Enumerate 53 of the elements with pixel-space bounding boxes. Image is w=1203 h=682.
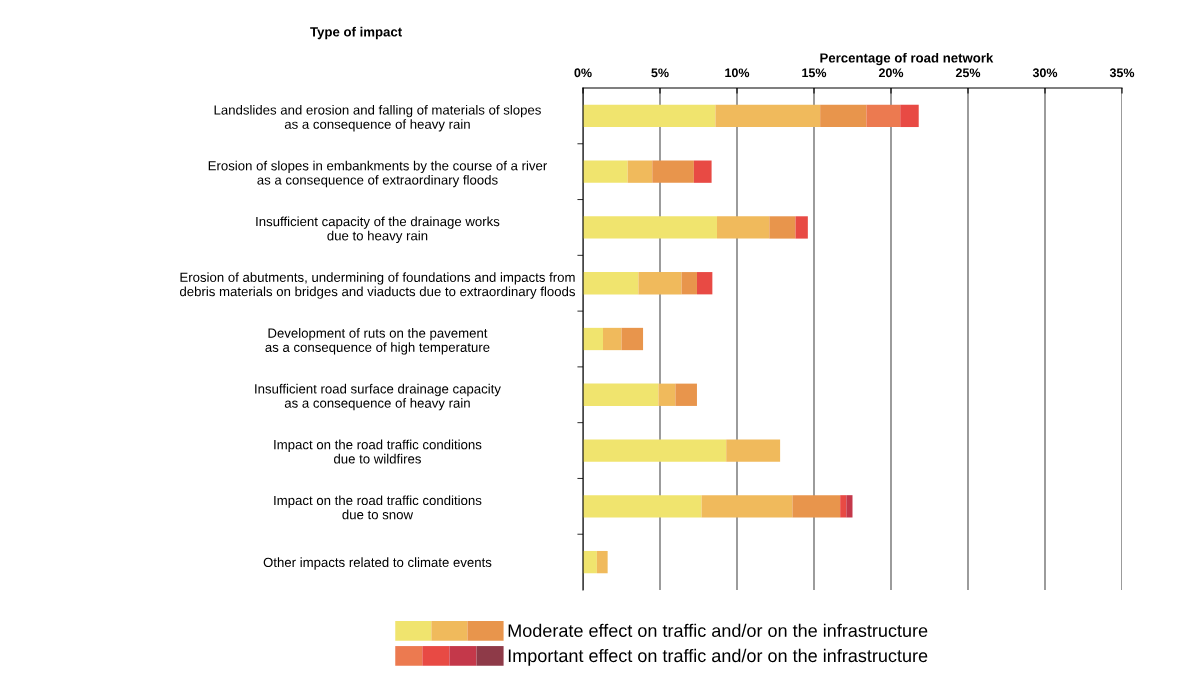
y-tick-label: Insufficient road surface drainage capacity as a consequence of heavy rain — [255, 383, 501, 411]
bar — [583, 383, 659, 406]
bar — [603, 327, 622, 351]
bar — [583, 104, 716, 128]
y-tick-label: Impact on the road traffic conditions due to snow — [274, 495, 482, 520]
y-tick-label: Landslides and erosion and falling of materials of slopes as a consequence of heavy rain — [214, 104, 541, 132]
bar — [792, 495, 841, 518]
bar — [693, 160, 712, 183]
y-axis-title: Type of impact — [310, 26, 402, 40]
bar — [583, 439, 727, 462]
bar — [701, 495, 793, 518]
bar — [583, 160, 628, 183]
bar — [652, 160, 694, 183]
x-tick-label: 5% — [651, 68, 669, 78]
bar — [627, 160, 653, 183]
y-tick-label: Impact on the road traffic conditions due to wildfires — [274, 439, 482, 464]
bar — [696, 272, 713, 295]
x-tick-label: 20% — [878, 68, 904, 78]
x-tick-label: 25% — [955, 68, 981, 78]
bar — [900, 104, 919, 128]
y-tick-label: Erosion of abutments, undermining of foundations and impacts from debris materials on bridges and viaducts due to extraordinary floods — [179, 272, 576, 299]
bar — [583, 272, 639, 295]
bar — [621, 327, 644, 351]
bar — [583, 216, 717, 239]
bar — [840, 495, 847, 518]
bar — [820, 104, 867, 128]
bar — [638, 272, 682, 295]
bar — [846, 495, 853, 518]
bar — [795, 216, 808, 239]
legend-label: Moderate effect on traffic and/or on the infrastructure — [508, 623, 928, 638]
bar — [866, 104, 901, 128]
bar — [715, 104, 821, 128]
bar — [716, 216, 770, 239]
x-tick-label: 10% — [725, 68, 750, 78]
y-tick-label: Insufficient capacity of the drainage works due to heavy rain — [256, 216, 500, 244]
y-tick-label: Erosion of slopes in embankments by the course of a river as a consequence of extraordinary floods — [208, 160, 548, 188]
y-tick-label: Other impacts related to climate events — [263, 557, 492, 570]
x-axis-title: Percentage of road network — [820, 52, 994, 66]
legend-label: Important effect on traffic and/or on the infrastructure — [508, 648, 928, 666]
bar — [675, 383, 697, 406]
x-tick-label: 15% — [802, 68, 827, 78]
y-tick-label: Development of ruts on the pavement as a consequence of high temperature — [265, 328, 490, 355]
x-tick-label: 35% — [1109, 68, 1135, 78]
bar — [583, 495, 702, 518]
x-tick-label: 30% — [1032, 68, 1058, 78]
bar — [583, 550, 597, 574]
x-tick-label: 0% — [574, 68, 592, 78]
bar — [583, 327, 604, 351]
bar — [769, 216, 796, 239]
bar — [726, 439, 781, 462]
bar — [681, 272, 697, 295]
bar — [658, 383, 676, 406]
bar — [596, 550, 608, 574]
